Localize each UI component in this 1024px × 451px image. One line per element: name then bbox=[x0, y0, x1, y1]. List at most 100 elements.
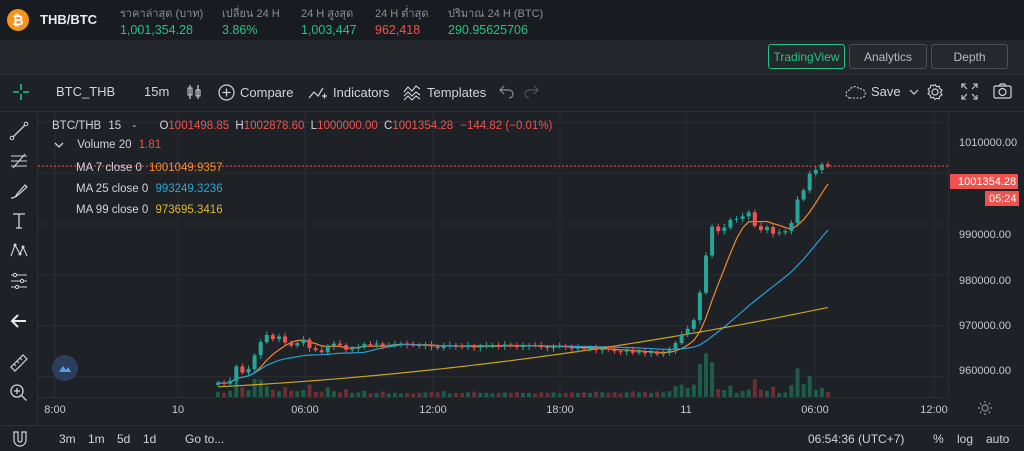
ma7-label: MA 7 close 0 bbox=[76, 162, 142, 174]
volume-bar bbox=[551, 392, 556, 397]
candle-body bbox=[283, 336, 288, 343]
volume-bar bbox=[264, 386, 269, 397]
candlestick-chart[interactable] bbox=[38, 112, 948, 397]
candle-body bbox=[222, 382, 227, 384]
candle-body bbox=[606, 348, 611, 350]
volume-bar bbox=[466, 392, 471, 397]
analytics-button[interactable]: Analytics bbox=[849, 44, 927, 69]
plus-circle-icon bbox=[218, 84, 235, 101]
volume-bar bbox=[691, 384, 696, 397]
volume-bar bbox=[716, 389, 721, 397]
pattern-icon[interactable] bbox=[8, 240, 30, 262]
camera-icon[interactable] bbox=[993, 83, 1017, 99]
candle-type-icon[interactable] bbox=[186, 83, 207, 101]
candle-body bbox=[740, 216, 745, 219]
x-tick: 10 bbox=[171, 404, 185, 416]
volume-bar bbox=[338, 392, 342, 397]
fullscreen-icon[interactable] bbox=[961, 83, 983, 100]
legend-c-label: C bbox=[384, 120, 393, 132]
volume-bar bbox=[216, 391, 220, 397]
range-1m-button[interactable]: 1m bbox=[88, 432, 105, 446]
redo-icon[interactable] bbox=[523, 83, 544, 99]
fib-tool-icon[interactable] bbox=[8, 150, 30, 172]
volume-bar bbox=[649, 392, 654, 397]
compare-button[interactable]: Compare bbox=[218, 84, 293, 101]
zoom-in-icon[interactable] bbox=[8, 382, 30, 404]
volume-bar bbox=[392, 392, 397, 397]
volume-bar bbox=[521, 392, 525, 397]
candle-body bbox=[307, 339, 312, 349]
candle-body bbox=[539, 345, 544, 348]
volume-bar bbox=[575, 392, 580, 397]
volume-bar bbox=[624, 392, 629, 397]
crosshair-icon[interactable] bbox=[12, 83, 35, 101]
axis-settings-icon[interactable] bbox=[977, 400, 993, 421]
time-axis[interactable]: 8:00 10 06:00 12:00 18:00 11 06:00 12:00 bbox=[38, 397, 948, 425]
candle-body bbox=[551, 346, 556, 349]
pair-name[interactable]: THB/BTC bbox=[40, 12, 98, 27]
range-1d-button[interactable]: 1d bbox=[143, 432, 157, 446]
magnet-icon[interactable] bbox=[12, 430, 28, 451]
volume-bar bbox=[826, 392, 830, 397]
tradingview-button[interactable]: TradingView bbox=[768, 44, 845, 69]
indicators-label: Indicators bbox=[333, 85, 390, 100]
arrow-left-icon[interactable] bbox=[8, 310, 30, 332]
text-icon[interactable] bbox=[8, 210, 30, 232]
prediction-icon[interactable] bbox=[8, 270, 30, 292]
compare-label: Compare bbox=[240, 85, 294, 100]
candle-body bbox=[264, 334, 269, 343]
legend-o-value: 1001498.85 bbox=[168, 120, 230, 132]
candle-body bbox=[380, 343, 385, 346]
x-tick: 12:00 bbox=[419, 404, 447, 416]
goto-button[interactable]: Go to... bbox=[185, 432, 225, 446]
trend-line-icon[interactable] bbox=[8, 120, 30, 142]
legend-c-value: 1001354.28 bbox=[392, 120, 454, 132]
candle-body bbox=[813, 170, 818, 174]
price-chart[interactable]: BTC/THB 15 - O1001498.85 H1002878.60 L10… bbox=[38, 112, 948, 397]
last-price-stat: ราคาล่าสุด (บาท) 1,001,354.28 bbox=[120, 4, 203, 37]
ma7-legend: MA 7 close 0 1001049.9357 bbox=[76, 162, 223, 174]
percent-toggle[interactable]: % bbox=[933, 432, 944, 446]
candle-body bbox=[313, 348, 318, 351]
save-button[interactable]: Save bbox=[844, 84, 924, 99]
range-5d-button[interactable]: 5d bbox=[117, 432, 131, 446]
candle-body bbox=[429, 344, 434, 347]
interval-button[interactable]: 15m bbox=[144, 84, 170, 99]
gear-icon[interactable] bbox=[926, 83, 949, 101]
symbol-button[interactable]: BTC_THB bbox=[56, 84, 116, 99]
brush-icon[interactable] bbox=[8, 180, 30, 202]
volume-bar bbox=[423, 392, 428, 397]
price-axis[interactable]: 1010000.00 990000.00 980000.00 970000.00… bbox=[948, 112, 1024, 397]
candle-body bbox=[582, 347, 586, 350]
volume-bar bbox=[496, 392, 501, 397]
volume-bar bbox=[368, 393, 373, 397]
candle-body bbox=[453, 345, 458, 347]
candle-body bbox=[331, 343, 336, 347]
volume-bar bbox=[374, 392, 379, 397]
candle-body bbox=[374, 343, 379, 345]
auto-toggle[interactable]: auto bbox=[986, 432, 1010, 446]
candle-body bbox=[240, 366, 245, 373]
volume-stat: ปริมาณ 24 H (BTC) 290.95625706 bbox=[448, 4, 543, 37]
collapse-chevron-icon[interactable] bbox=[52, 139, 66, 151]
range-3m-button[interactable]: 3m bbox=[59, 432, 76, 446]
templates-button[interactable]: Templates bbox=[402, 84, 486, 101]
log-toggle[interactable]: log bbox=[957, 432, 974, 446]
volume-bar bbox=[460, 392, 464, 397]
ruler-icon[interactable] bbox=[8, 352, 30, 374]
chart-toolbar: BTC_THB 15m Compare Indicators Templates… bbox=[0, 76, 1024, 112]
clock-readout[interactable]: 06:54:36 (UTC+7) bbox=[808, 432, 905, 446]
volume-bar bbox=[636, 392, 641, 397]
volume-bar bbox=[246, 390, 251, 397]
candle-body bbox=[392, 344, 397, 346]
candle-body bbox=[807, 173, 812, 191]
stat-label: ปริมาณ 24 H (BTC) bbox=[448, 8, 544, 20]
undo-icon[interactable] bbox=[499, 83, 520, 99]
candle-body bbox=[386, 345, 391, 347]
volume-bar bbox=[783, 392, 788, 397]
indicators-button[interactable]: Indicators bbox=[308, 84, 389, 101]
stat-value: 290.95625706 bbox=[448, 23, 528, 37]
volume-bar bbox=[789, 385, 794, 397]
candle-body bbox=[338, 343, 342, 346]
depth-button[interactable]: Depth bbox=[931, 44, 1008, 69]
